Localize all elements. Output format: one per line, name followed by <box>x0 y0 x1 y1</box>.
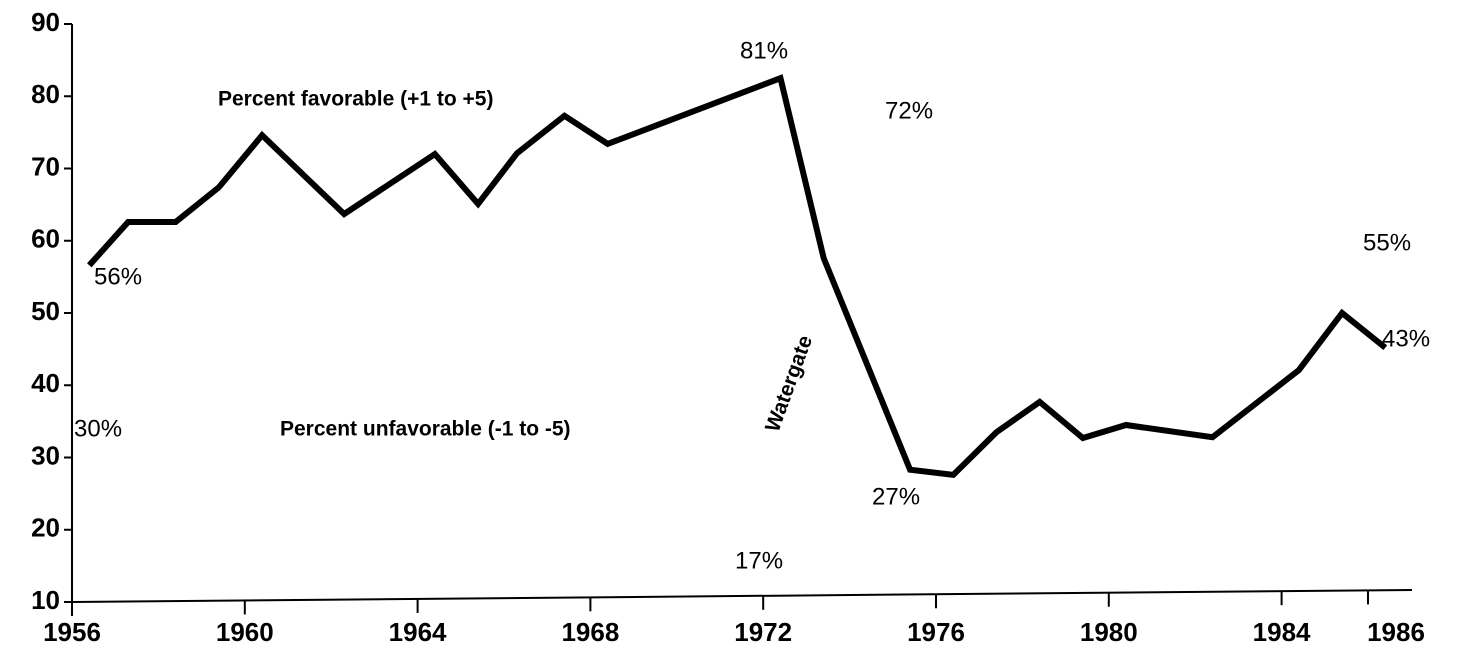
y-tick-label: 90 <box>31 7 60 37</box>
line <box>87 74 1388 478</box>
x-tick-label: 1976 <box>907 617 965 647</box>
y-tick-label: 50 <box>31 296 60 326</box>
y-tick-label: 40 <box>31 368 60 398</box>
y-tick-label: 20 <box>31 513 60 543</box>
y-tick-label: 30 <box>31 440 60 470</box>
y-tick-label: 60 <box>31 224 60 254</box>
annotation: Percent unfavorable (-1 to -5) <box>280 418 571 441</box>
y-tick-label: 70 <box>31 151 60 181</box>
annotation: Watergate <box>761 332 817 435</box>
x-tick-label: 1960 <box>216 617 274 647</box>
annotation: 43% <box>1382 325 1430 352</box>
x-axis <box>71 589 1413 603</box>
y-tick-label: 80 <box>31 79 60 109</box>
annotation: 81% <box>740 37 788 64</box>
x-tick-label: 1956 <box>43 617 101 647</box>
annotation: 72% <box>885 97 933 124</box>
annotation: 30% <box>74 415 122 442</box>
x-tick-label: 1972 <box>734 617 792 647</box>
y-tick-label: 10 <box>31 585 60 615</box>
annotation: 55% <box>1363 229 1411 256</box>
annotation: Percent favorable (+1 to +5) <box>218 88 493 111</box>
x-tick-label: 1984 <box>1253 617 1311 647</box>
x-tick-label: 1968 <box>561 617 619 647</box>
annotation: 17% <box>735 547 783 574</box>
x-tick-label: 1986 <box>1367 617 1425 647</box>
annotation: 27% <box>872 483 920 510</box>
x-tick-label: 1964 <box>389 617 447 647</box>
x-tick-label: 1980 <box>1080 617 1138 647</box>
annotation: 56% <box>94 263 142 290</box>
